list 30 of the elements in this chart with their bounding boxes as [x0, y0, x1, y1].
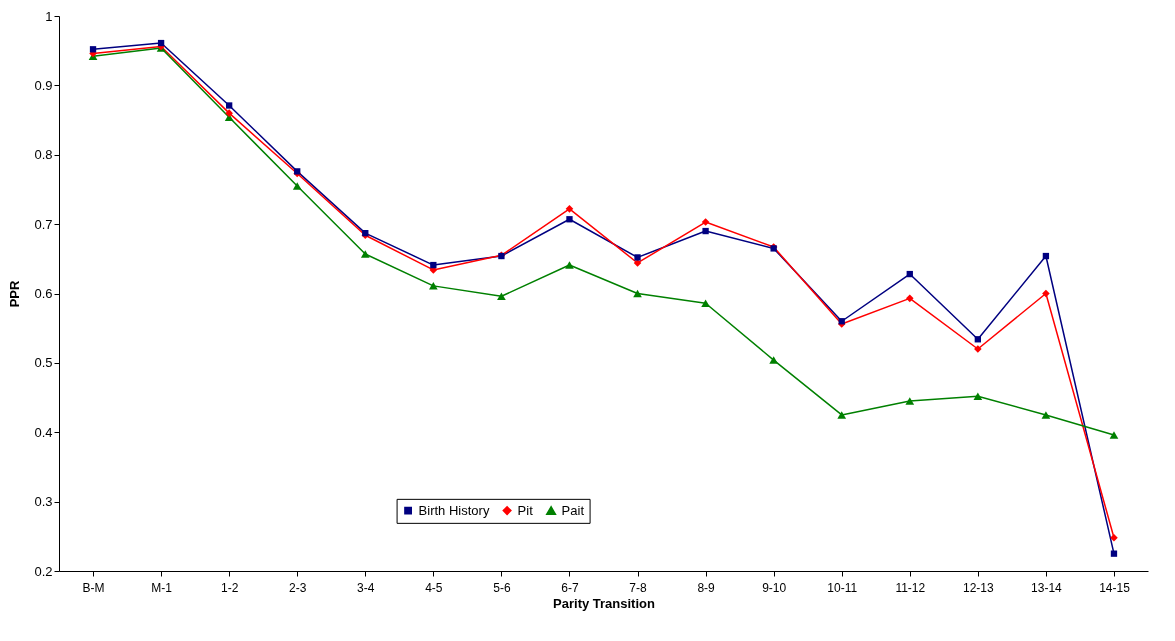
- x-tick-label: B-M: [82, 580, 105, 595]
- y-tick-label: 1: [45, 8, 53, 24]
- y-tick-label: 0.3: [34, 494, 53, 510]
- legend-label: Pit: [517, 502, 534, 518]
- y-tick-label: 0.7: [34, 216, 53, 232]
- x-tick-label: 7-8: [629, 580, 648, 595]
- x-tick-label: 4-5: [425, 580, 443, 595]
- x-tick-label: M-1: [151, 580, 173, 595]
- x-tick-label: 3-4: [357, 580, 375, 595]
- legend-label: Pait: [561, 502, 585, 518]
- x-tick-label: 1-2: [220, 580, 239, 595]
- x-tick-label: 8-9: [697, 580, 716, 595]
- x-tick-label: 9-10: [762, 580, 787, 595]
- y-axis-title: PPR: [7, 280, 23, 308]
- legend-label: Birth History: [418, 502, 490, 518]
- x-tick-label: 13-14: [1031, 580, 1063, 595]
- x-tick-label: 12-13: [962, 580, 995, 595]
- x-tick-label: 6-7: [561, 580, 579, 595]
- x-tick-label: 2-3: [289, 580, 307, 595]
- x-tick-label: 5-6: [493, 580, 511, 595]
- y-tick-label: 0.6: [34, 286, 53, 301]
- y-tick-label: 0.2: [34, 563, 53, 579]
- x-tick-label: 14-15: [1099, 580, 1131, 595]
- y-tick-label: 0.4: [34, 424, 53, 440]
- x-tick-label: 11-12: [895, 580, 926, 595]
- y-tick-label: 0.5: [34, 355, 53, 371]
- y-tick-label: 0.8: [34, 147, 53, 163]
- y-tick-label: 0.9: [34, 77, 53, 93]
- x-tick-label: 10-11: [827, 580, 858, 595]
- x-axis-title: Parity Transition: [553, 595, 655, 611]
